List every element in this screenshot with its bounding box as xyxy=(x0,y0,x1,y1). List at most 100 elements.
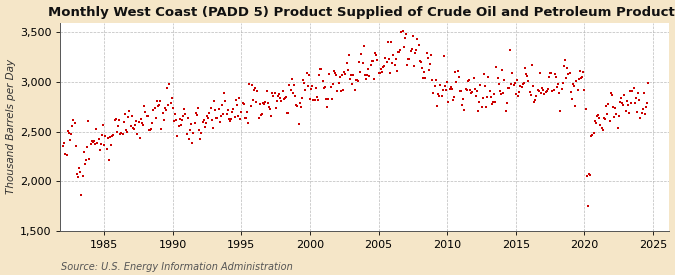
Point xyxy=(591,114,602,118)
Point xyxy=(405,49,416,53)
Point xyxy=(308,98,319,102)
Point xyxy=(88,140,99,144)
Point xyxy=(546,70,557,75)
Point xyxy=(541,88,552,93)
Point xyxy=(235,117,246,121)
Point xyxy=(502,86,513,90)
Point xyxy=(641,104,651,109)
Point xyxy=(565,89,576,94)
Point xyxy=(458,97,468,102)
Point xyxy=(475,83,486,87)
Point xyxy=(291,103,302,107)
Point xyxy=(338,88,348,92)
Point xyxy=(453,75,464,80)
Point xyxy=(400,36,410,40)
Point xyxy=(349,88,360,93)
Point xyxy=(628,86,639,91)
Point xyxy=(131,119,142,124)
Point xyxy=(113,124,124,128)
Point xyxy=(388,53,399,57)
Point xyxy=(481,105,491,109)
Point xyxy=(266,114,277,118)
Point xyxy=(156,127,167,131)
Point xyxy=(281,111,292,115)
Point xyxy=(487,102,497,106)
Point xyxy=(490,100,501,104)
Point xyxy=(223,117,234,121)
Point xyxy=(364,73,375,78)
Point xyxy=(73,175,84,179)
Point xyxy=(494,89,505,94)
Point xyxy=(639,91,649,95)
Point xyxy=(195,137,206,141)
Point xyxy=(378,65,389,69)
Point xyxy=(491,65,502,69)
Point xyxy=(141,114,152,119)
Point xyxy=(571,79,582,83)
Point xyxy=(274,91,285,96)
Point xyxy=(547,89,558,93)
Point xyxy=(489,92,500,96)
Point xyxy=(514,89,524,94)
Point xyxy=(379,64,389,68)
Point xyxy=(159,118,169,123)
Point xyxy=(443,100,454,104)
Point xyxy=(472,89,483,93)
Point xyxy=(434,94,445,98)
Point xyxy=(211,116,221,120)
Point xyxy=(222,108,233,112)
Point xyxy=(271,106,281,111)
Point xyxy=(627,89,638,93)
Point xyxy=(278,97,289,101)
Point xyxy=(126,114,137,118)
Point xyxy=(420,75,431,80)
Point xyxy=(449,95,460,99)
Point xyxy=(573,77,584,81)
Point xyxy=(227,109,238,114)
Point xyxy=(273,94,284,98)
Point xyxy=(256,112,267,116)
Point xyxy=(535,71,545,76)
Point xyxy=(117,132,128,136)
Point xyxy=(215,120,225,124)
Point xyxy=(446,85,456,89)
Point xyxy=(171,118,182,123)
Point xyxy=(144,128,155,132)
Point xyxy=(142,114,153,118)
Point xyxy=(442,80,453,84)
Point xyxy=(640,112,651,116)
Point xyxy=(414,59,425,63)
Point xyxy=(106,143,117,147)
Point xyxy=(608,105,618,110)
Point xyxy=(367,59,378,63)
Point xyxy=(275,96,286,100)
Point xyxy=(269,90,280,95)
Point xyxy=(611,111,622,116)
Point xyxy=(476,105,487,109)
Point xyxy=(253,116,264,120)
Y-axis label: Thousand Barrels per Day: Thousand Barrels per Day xyxy=(5,59,16,194)
Point xyxy=(569,84,580,88)
Point xyxy=(154,103,165,107)
Point xyxy=(472,109,483,113)
Point xyxy=(558,64,569,68)
Point xyxy=(396,30,407,35)
Point xyxy=(207,118,217,122)
Point xyxy=(345,77,356,81)
Point xyxy=(144,128,155,132)
Point xyxy=(217,103,227,107)
Point xyxy=(304,72,315,77)
Point xyxy=(321,97,331,101)
Point xyxy=(281,95,292,99)
Point xyxy=(518,81,529,86)
Point xyxy=(309,98,320,102)
Point xyxy=(537,86,547,90)
Point xyxy=(624,111,634,116)
Point xyxy=(337,73,348,77)
Point xyxy=(545,71,556,75)
Point xyxy=(317,79,328,83)
Point xyxy=(155,99,165,103)
Point xyxy=(306,87,317,91)
Point xyxy=(225,117,236,121)
Point xyxy=(539,92,549,97)
